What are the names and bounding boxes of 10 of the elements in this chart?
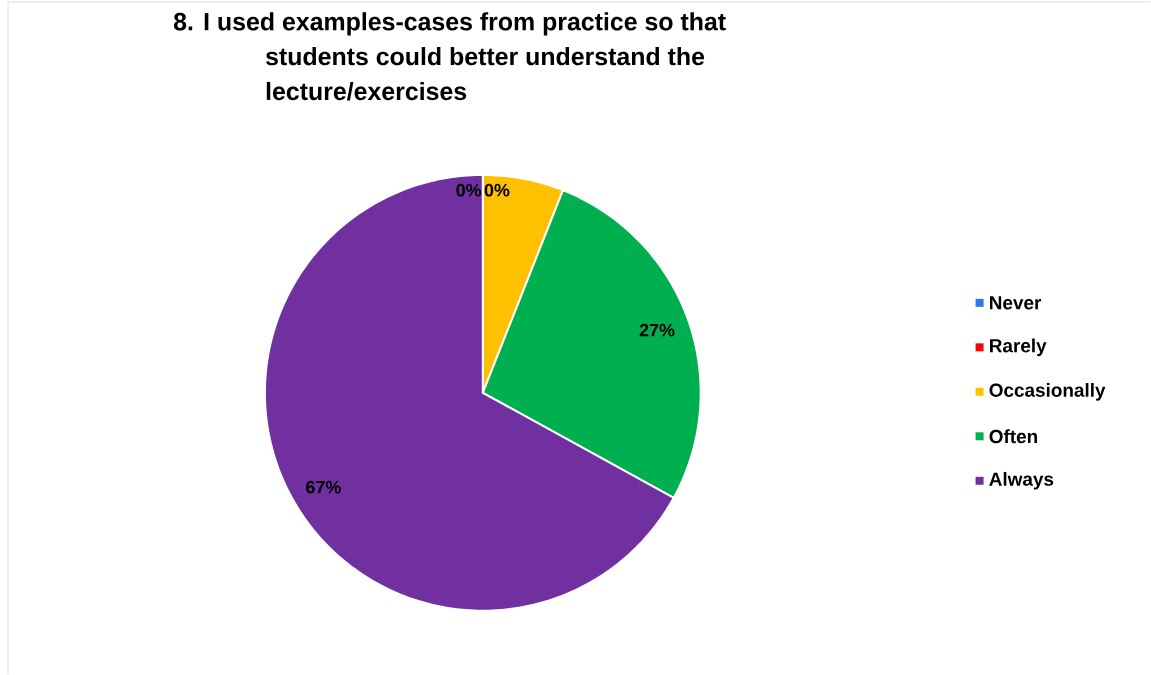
text: 0% — [456, 183, 482, 197]
legend-label: Often — [989, 429, 1037, 444]
legend-label: Always — [989, 471, 1054, 490]
chart-title: 8. I used examples-cases from practice so that students could better understand the lecture/exercises — [173, 12, 726, 101]
legend-label: Rarely — [990, 338, 1047, 357]
data-label: 67% — [306, 480, 341, 494]
legend-label: Occasionally — [989, 382, 1106, 401]
data-label: 27% — [639, 323, 675, 337]
legend-label: Never — [990, 296, 1042, 310]
text: 0% — [484, 183, 510, 197]
